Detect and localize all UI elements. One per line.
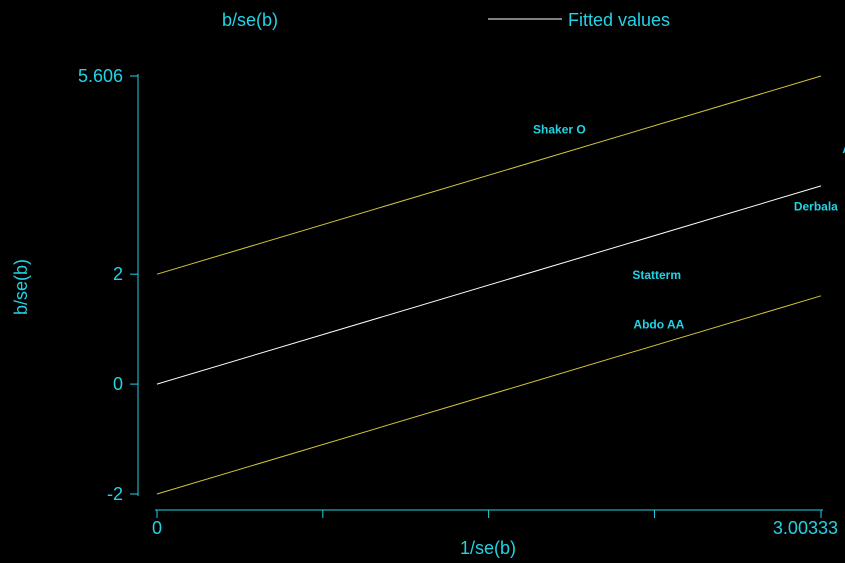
x-tick-label: 3.00333 bbox=[773, 518, 838, 538]
point-label: Shaker O bbox=[533, 123, 586, 137]
y-ticks: 5.606 2 0 -2 bbox=[78, 66, 138, 504]
legend-fitted-label: Fitted values bbox=[568, 10, 670, 30]
y-tick-label: 5.606 bbox=[78, 66, 123, 86]
point-label: Statterm bbox=[632, 268, 681, 282]
point-label: Derbala bbox=[794, 199, 838, 213]
axes: 5.606 2 0 -2 0 3.00333 bbox=[78, 66, 838, 538]
legend-series-label: b/se(b) bbox=[222, 10, 278, 30]
x-axis-title: 1/se(b) bbox=[460, 538, 516, 558]
series-lines bbox=[156, 75, 822, 495]
point-labels: Shaker O Antaki N Derbala Statterm Abdo AA bbox=[533, 123, 845, 332]
x-tick-label: 0 bbox=[152, 518, 162, 538]
bound-line-lower bbox=[156, 295, 822, 495]
y-axis-title: b/se(b) bbox=[11, 259, 31, 315]
y-tick-label: 0 bbox=[113, 374, 123, 394]
y-tick-label: 2 bbox=[113, 264, 123, 284]
fitted-line bbox=[156, 185, 822, 385]
x-ticks: 0 3.00333 bbox=[152, 510, 838, 538]
legend: b/se(b) Fitted values bbox=[222, 10, 670, 30]
point-label: Abdo AA bbox=[633, 318, 684, 332]
bound-line-upper bbox=[156, 75, 822, 275]
point-label: Antaki N bbox=[842, 142, 845, 156]
y-tick-label: -2 bbox=[107, 484, 123, 504]
